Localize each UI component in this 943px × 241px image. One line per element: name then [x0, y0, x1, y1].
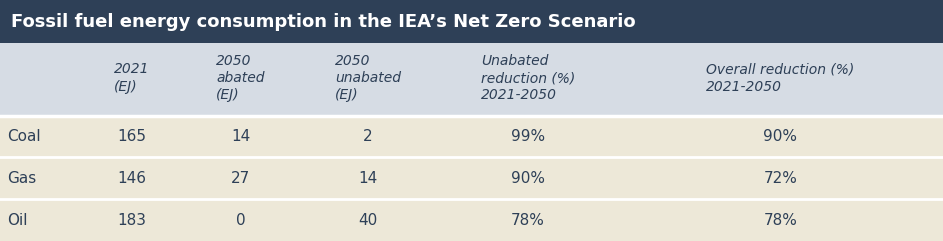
Text: 2021
(EJ): 2021 (EJ) — [114, 62, 150, 94]
Text: 165: 165 — [118, 129, 146, 144]
Text: 90%: 90% — [763, 129, 798, 144]
Text: Coal: Coal — [8, 129, 41, 144]
Text: Oil: Oil — [8, 213, 28, 228]
Text: 2050
unabated
(EJ): 2050 unabated (EJ) — [335, 54, 401, 102]
Text: Fossil fuel energy consumption in the IEA’s Net Zero Scenario: Fossil fuel energy consumption in the IE… — [11, 13, 636, 31]
Text: Gas: Gas — [8, 171, 37, 186]
Text: 99%: 99% — [511, 129, 545, 144]
Text: 90%: 90% — [511, 171, 545, 186]
Text: Unabated
reduction (%)
2021-2050: Unabated reduction (%) 2021-2050 — [481, 54, 575, 102]
Text: 2050
abated
(EJ): 2050 abated (EJ) — [216, 54, 265, 102]
Text: 78%: 78% — [511, 213, 545, 228]
Text: 0: 0 — [236, 213, 245, 228]
FancyBboxPatch shape — [0, 43, 943, 116]
Text: 14: 14 — [231, 129, 250, 144]
Text: Overall reduction (%)
2021-2050: Overall reduction (%) 2021-2050 — [706, 62, 854, 94]
Text: 2: 2 — [363, 129, 372, 144]
FancyBboxPatch shape — [0, 0, 943, 43]
Text: 40: 40 — [358, 213, 377, 228]
Text: 27: 27 — [231, 171, 250, 186]
Text: 14: 14 — [358, 171, 377, 186]
Text: 78%: 78% — [764, 213, 797, 228]
FancyBboxPatch shape — [0, 116, 943, 241]
Text: 72%: 72% — [764, 171, 797, 186]
Text: 183: 183 — [118, 213, 146, 228]
Text: 146: 146 — [118, 171, 146, 186]
